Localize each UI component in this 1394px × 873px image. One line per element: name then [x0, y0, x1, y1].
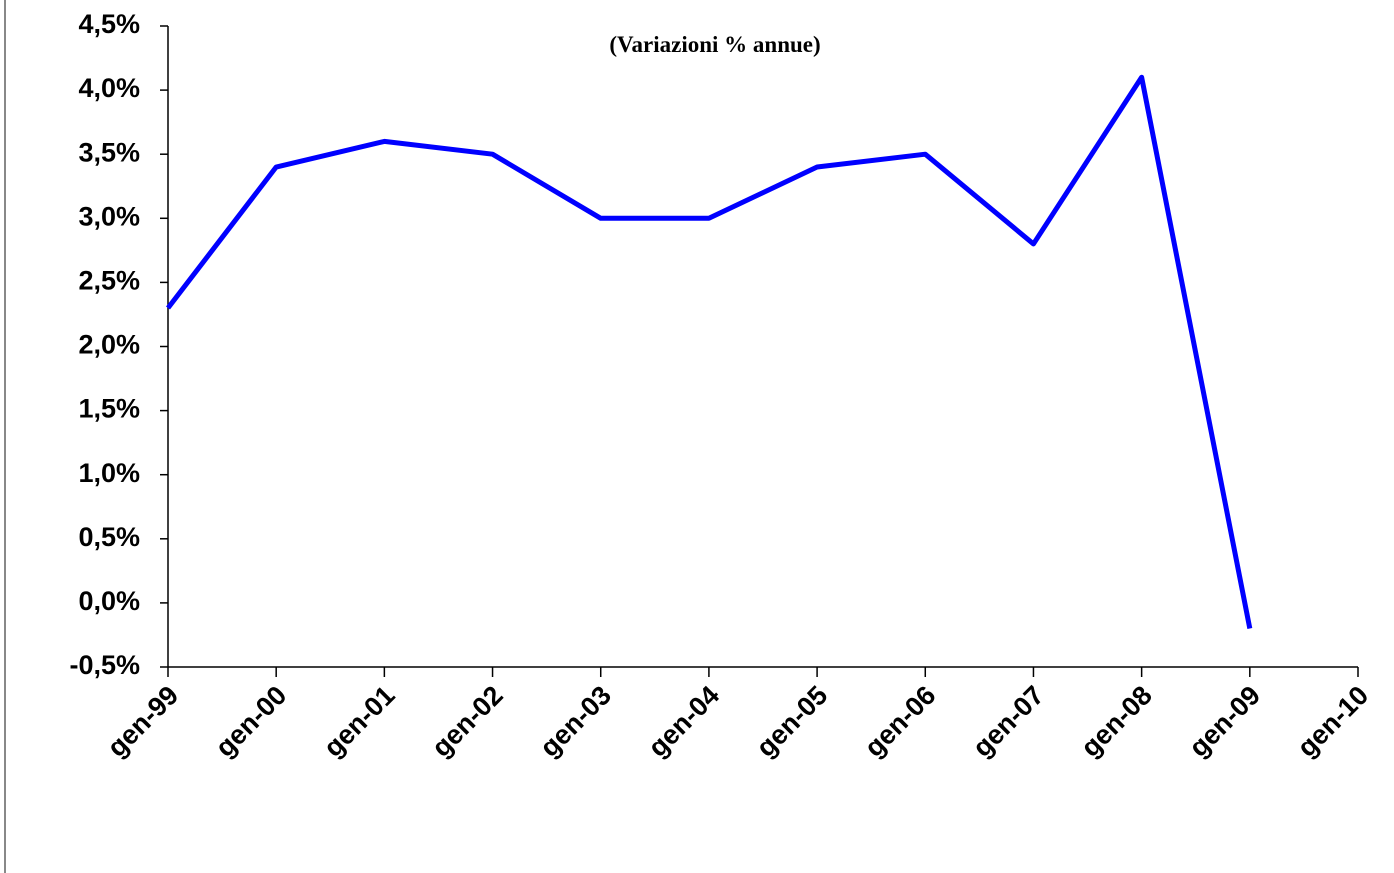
- y-tick-label: -0,5%: [69, 650, 140, 680]
- data-line: [166, 74, 1253, 630]
- x-tick-label: gen-08: [1075, 680, 1158, 763]
- y-tick-label: 2,5%: [78, 266, 140, 296]
- y-tick-label: 4,0%: [78, 73, 140, 103]
- y-tick-label: 4,5%: [78, 9, 140, 39]
- y-tick-label: 0,0%: [78, 586, 140, 616]
- y-tick-label: 1,5%: [78, 394, 140, 424]
- x-tick-label: gen-01: [318, 680, 401, 763]
- x-tick-label: gen-00: [210, 680, 293, 763]
- x-tick-label: gen-02: [426, 680, 509, 763]
- y-tick-label: 1,0%: [78, 458, 140, 488]
- x-tick-label: gen-10: [1291, 680, 1374, 763]
- x-tick-label: gen-04: [642, 680, 725, 763]
- chart-subtitle: (Variazioni % annue): [609, 32, 820, 57]
- x-tick-label: gen-05: [751, 680, 834, 763]
- x-tick-label: gen-09: [1183, 680, 1266, 763]
- x-tick-label: gen-99: [101, 680, 184, 763]
- y-tick-label: 3,5%: [78, 137, 140, 167]
- y-tick-label: 2,0%: [78, 330, 140, 360]
- x-tick-label: gen-07: [967, 680, 1050, 763]
- y-tick-label: 0,5%: [78, 522, 140, 552]
- y-tick-label: 3,0%: [78, 201, 140, 231]
- x-tick-label: gen-06: [859, 680, 942, 763]
- x-tick-label: gen-03: [534, 680, 617, 763]
